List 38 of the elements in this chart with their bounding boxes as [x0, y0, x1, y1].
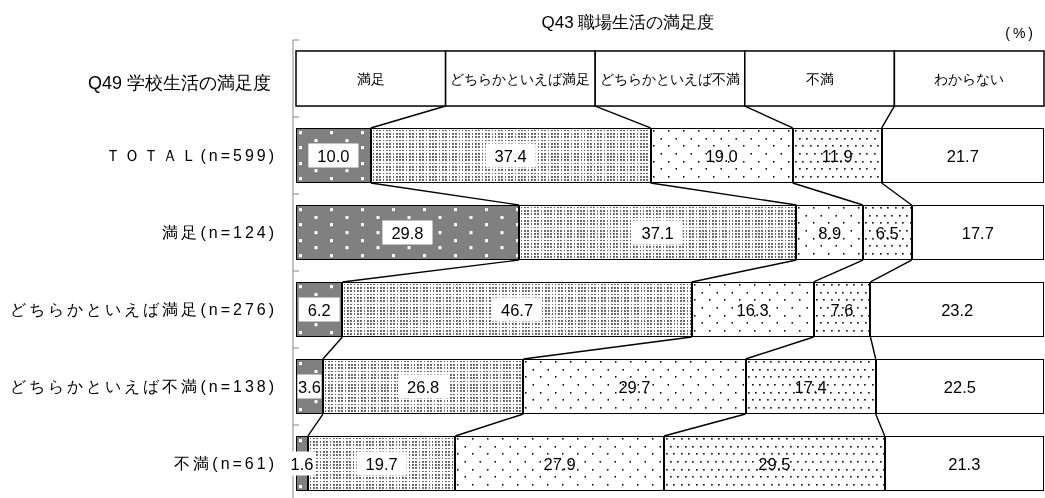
data-label: 16.3 [736, 300, 769, 319]
y-tick-label: どちらかといえば満足(n=276) [10, 301, 277, 318]
legend-label: どちらかといえば満足 [450, 70, 591, 87]
legend-label: わからない [934, 70, 1005, 87]
data-label: 21.7 [946, 146, 979, 165]
data-label: 37.4 [494, 146, 527, 165]
data-label: 21.3 [948, 454, 981, 473]
data-label: 10.0 [317, 146, 350, 165]
data-label: 3.6 [298, 377, 321, 396]
data-label: 6.5 [875, 223, 899, 242]
data-label: 8.9 [818, 223, 842, 242]
data-label: 46.7 [500, 300, 534, 319]
data-label: 17.7 [961, 223, 994, 242]
data-label: 29.8 [391, 223, 424, 242]
legend-label: どちらかといえば不満 [600, 70, 740, 87]
annotation: (%) [1005, 25, 1036, 41]
legend-label: 不満 [805, 70, 834, 87]
y-tick-label: 不満(n=61) [174, 455, 277, 472]
data-label: 19.7 [365, 454, 398, 473]
data-label: 23.2 [941, 300, 974, 319]
legend-label: 満足 [356, 70, 385, 87]
data-label: 37.1 [641, 223, 674, 242]
data-label: 22.5 [943, 377, 976, 396]
data-label: 11.9 [821, 146, 853, 165]
data-label: 27.9 [543, 454, 576, 473]
y-tick-label: どちらかといえば不満(n=138) [10, 378, 277, 395]
data-label: 19.0 [705, 146, 738, 165]
y-axis-title: Q49 学校生活の満足度 [87, 72, 271, 93]
data-label: 7.6 [830, 300, 854, 319]
title: Q43 職場生活の満足度 [541, 12, 715, 32]
data-label: 29.5 [758, 454, 791, 473]
data-label: 17.4 [794, 377, 827, 396]
data-label: 29.7 [618, 377, 651, 396]
data-label: 26.8 [407, 377, 440, 396]
data-label: 1.6 [290, 454, 314, 473]
y-tick-label: ＴＯＴＡＬ(n=599) [105, 147, 277, 164]
y-tick-label: 満足(n=124) [162, 224, 277, 241]
data-label: 6.2 [307, 300, 331, 319]
